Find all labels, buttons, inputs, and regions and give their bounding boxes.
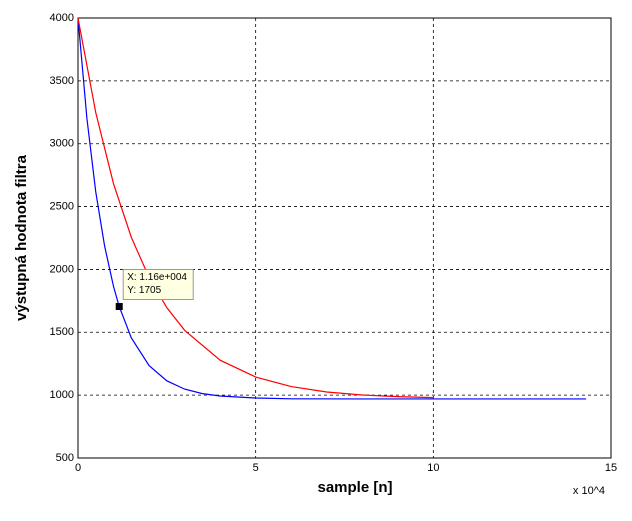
- datatip-marker: [115, 303, 123, 311]
- y-tick-label: 2500: [50, 200, 74, 212]
- x-tick-label: 15: [605, 462, 617, 474]
- line-series: [77, 17, 434, 399]
- x-tick-label: 5: [253, 462, 259, 474]
- y-tick-label: 1500: [50, 326, 74, 338]
- y-tick-label: 2000: [50, 263, 74, 275]
- y-tick-label: 1000: [50, 389, 74, 401]
- y-tick-label: 500: [56, 452, 74, 464]
- line-series: [77, 17, 587, 400]
- y-axis-label: výstupná hodnota filtra: [13, 154, 30, 321]
- plot-area: [77, 17, 612, 459]
- y-tick-label: 3000: [50, 138, 74, 150]
- y-tick-label: 3500: [50, 75, 74, 87]
- y-tick-label: 4000: [50, 12, 74, 24]
- x-tick-label: 0: [75, 462, 81, 474]
- x-exponent-label: x 10^4: [573, 485, 605, 497]
- datatip-box: [122, 269, 194, 301]
- x-tick-label: 10: [427, 462, 439, 474]
- x-axis-label: sample [n]: [317, 479, 392, 496]
- datatip-label: X: 1.16e+004: [127, 272, 187, 283]
- datatip-label: Y: 1705: [127, 285, 161, 296]
